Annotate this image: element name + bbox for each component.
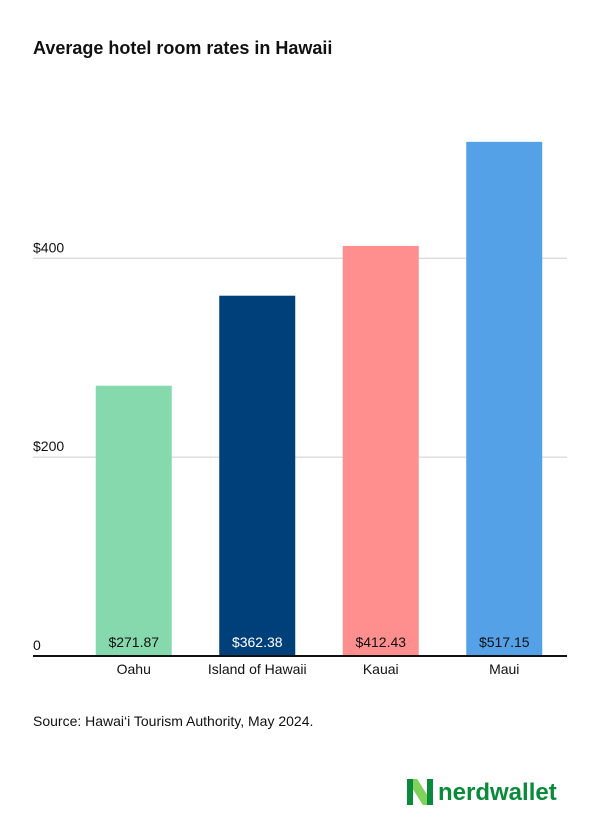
y-tick-label: $400 xyxy=(33,239,64,255)
bar xyxy=(466,141,543,656)
value-label: $517.15 xyxy=(479,634,530,650)
y-tick-label: 0 xyxy=(33,637,41,653)
logo-icon xyxy=(407,779,433,805)
x-tick-label: Maui xyxy=(489,661,519,677)
bar xyxy=(95,385,172,656)
x-tick-label: Kauai xyxy=(363,661,399,677)
x-tick-label: Island of Hawaii xyxy=(208,661,307,677)
value-label: $271.87 xyxy=(108,634,159,650)
x-tick-label: Oahu xyxy=(117,661,151,677)
bar xyxy=(219,295,296,656)
logo-text: nerdwallet xyxy=(438,779,557,806)
value-label: $412.43 xyxy=(355,634,406,650)
chart-title: Average hotel room rates in Hawaii xyxy=(33,38,332,58)
y-tick-label: $200 xyxy=(33,438,64,454)
source-note: Source: Hawai‘i Tourism Authority, May 2… xyxy=(33,713,313,729)
bar xyxy=(342,245,419,656)
value-label: $362.38 xyxy=(232,634,283,650)
